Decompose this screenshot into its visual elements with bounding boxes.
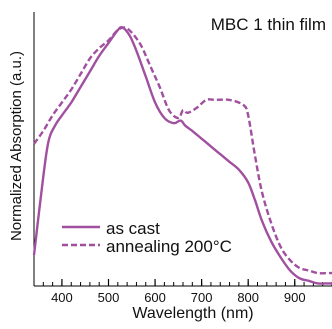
series-layer (32, 25, 332, 285)
legend-label-annealing: annealing 200°C (106, 237, 232, 256)
y-axis-label: Normalized Absorption (a.u.) (8, 51, 25, 241)
x-tick-label: 900 (284, 290, 306, 305)
x-major-ticks: 400 500 600 700 800 900 (51, 279, 306, 305)
chart-title: MBC 1 thin film (211, 15, 326, 34)
x-tick-label: 600 (144, 290, 166, 305)
x-axis-label: Wavelength (nm) (132, 305, 253, 322)
series-line-annealing (33, 26, 332, 275)
x-tick-label: 400 (51, 290, 73, 305)
x-tick-label: 500 (98, 290, 120, 305)
legend-label-as-cast: as cast (106, 219, 160, 238)
legend: as cast annealing 200°C (62, 219, 232, 256)
x-tick-label: 700 (191, 290, 213, 305)
x-tick-label: 800 (237, 290, 259, 305)
series-line-as-cast (32, 25, 332, 285)
x-minor-ticks (42, 282, 332, 286)
